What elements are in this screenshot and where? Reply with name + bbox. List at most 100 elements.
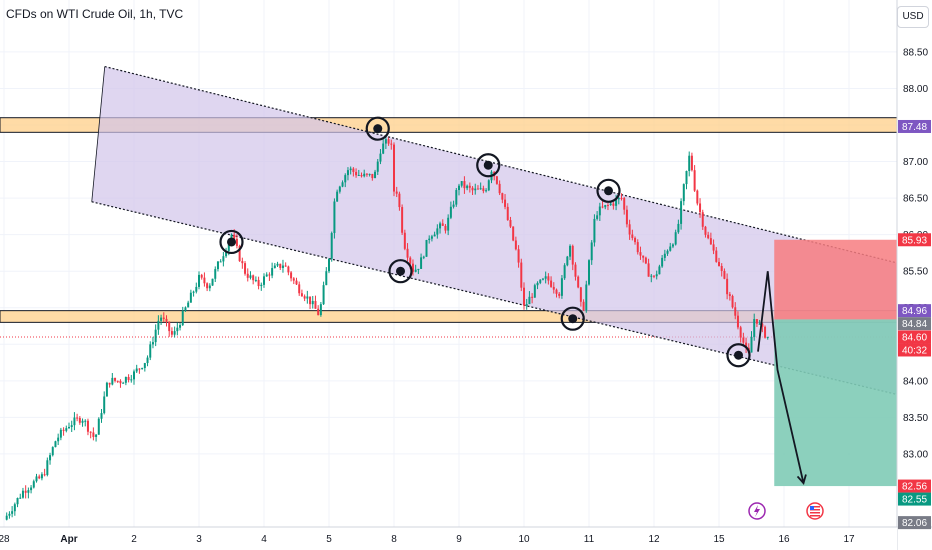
candle-body [322, 285, 325, 305]
touch-circle [388, 259, 413, 284]
candle-body [669, 246, 672, 251]
candle-body [314, 300, 317, 309]
candle-body [682, 184, 685, 202]
candle-body [27, 490, 30, 493]
candle-body [11, 511, 14, 514]
candle-body [287, 266, 290, 273]
candle-body [300, 293, 303, 297]
candle-body [644, 257, 647, 264]
stop-loss-zone[interactable] [774, 239, 897, 320]
earnings-lightning-icon[interactable] [748, 502, 766, 520]
candle-body [485, 190, 488, 192]
candle-body [346, 170, 349, 176]
candle-body [135, 368, 138, 372]
price-tag-label: 82.56 [902, 482, 927, 493]
countdown-label: 40:32 [902, 345, 927, 356]
candle-body [409, 257, 412, 264]
candle-body [328, 258, 330, 272]
countdown-tag-bg [898, 343, 931, 357]
candle-body [579, 287, 582, 302]
candle-body [403, 232, 406, 249]
price-tag-bg [898, 516, 931, 530]
candle-body [422, 256, 425, 258]
candle-body [30, 487, 33, 491]
time-tick-label: 11 [584, 534, 595, 545]
candle-body [574, 264, 577, 277]
lightning-icon-glyph [754, 505, 760, 517]
candle-body [582, 301, 585, 311]
candle-body [742, 337, 745, 343]
price-tag-label: 82.06 [902, 518, 927, 529]
candle-body [216, 261, 219, 270]
candle-body [336, 191, 339, 202]
candle-body [506, 206, 509, 221]
candle-body [661, 257, 664, 267]
candle-body [685, 170, 688, 185]
candle-body [417, 268, 420, 270]
candle-body [728, 294, 731, 296]
currency-button[interactable]: USD [897, 6, 929, 28]
price-tag-label: 85.93 [902, 235, 927, 246]
candle-body [65, 428, 68, 431]
candle-body [463, 181, 466, 189]
price-axis[interactable]: 83.0083.5084.0084.5085.0085.5086.0086.50… [896, 0, 932, 550]
candle-body [162, 317, 165, 319]
candle-body [566, 256, 569, 266]
candle-body [233, 234, 236, 239]
time-tick-label: 3 [196, 534, 202, 545]
projection-arrowhead [796, 474, 807, 485]
candle-body [165, 318, 168, 322]
channel-left-edge [91, 66, 106, 202]
candle-body [16, 498, 19, 505]
candle-body [70, 425, 73, 427]
candle-body [395, 191, 398, 194]
candle-body [89, 431, 92, 433]
candle-body [745, 342, 748, 348]
touch-dot [568, 314, 578, 324]
candle-body [539, 279, 542, 283]
candle-body [130, 379, 133, 381]
time-axis[interactable]: 28 Apr 2 3 4 5 8 9 10 11 12 15 16 17 [0, 526, 932, 550]
event-icons[interactable] [748, 502, 824, 520]
candle-body [295, 280, 298, 285]
candle-body [525, 304, 528, 306]
candle-body [284, 265, 287, 267]
candle-body [479, 188, 482, 190]
candle-body [550, 280, 553, 287]
candle-body [601, 206, 604, 208]
take-profit-zone[interactable] [774, 319, 897, 487]
candle-body [368, 173, 371, 175]
candle-body [625, 209, 628, 225]
candle-body [615, 199, 618, 206]
candle-body [726, 278, 729, 295]
candle-body [531, 296, 534, 298]
candle-body [281, 265, 284, 268]
candle-body [349, 168, 352, 171]
candle-body [766, 336, 769, 338]
price-tag-label: 82.55 [902, 495, 927, 506]
price-tag-bg [898, 317, 931, 331]
candle-body [133, 371, 135, 380]
candle-body [225, 250, 228, 257]
candle-body [617, 197, 620, 200]
candle-body [57, 437, 60, 442]
candle-body [598, 206, 601, 216]
time-tick-label: 28 [0, 534, 10, 545]
candle-body [734, 307, 737, 316]
candle-body [92, 432, 95, 437]
candle-body [731, 295, 734, 308]
candle-body [663, 253, 666, 258]
candle-body [43, 474, 46, 476]
candle-body [612, 203, 615, 206]
candle-body [666, 250, 669, 254]
candle-body [374, 171, 377, 179]
touch-circle [560, 306, 585, 331]
candle-body [723, 270, 726, 279]
candle-body [449, 206, 452, 218]
candle-body [609, 203, 612, 206]
short-position-tool[interactable] [774, 239, 897, 487]
us-flag-icon[interactable] [806, 502, 824, 520]
descending-channel [91, 65, 902, 397]
candle-body [35, 476, 38, 482]
